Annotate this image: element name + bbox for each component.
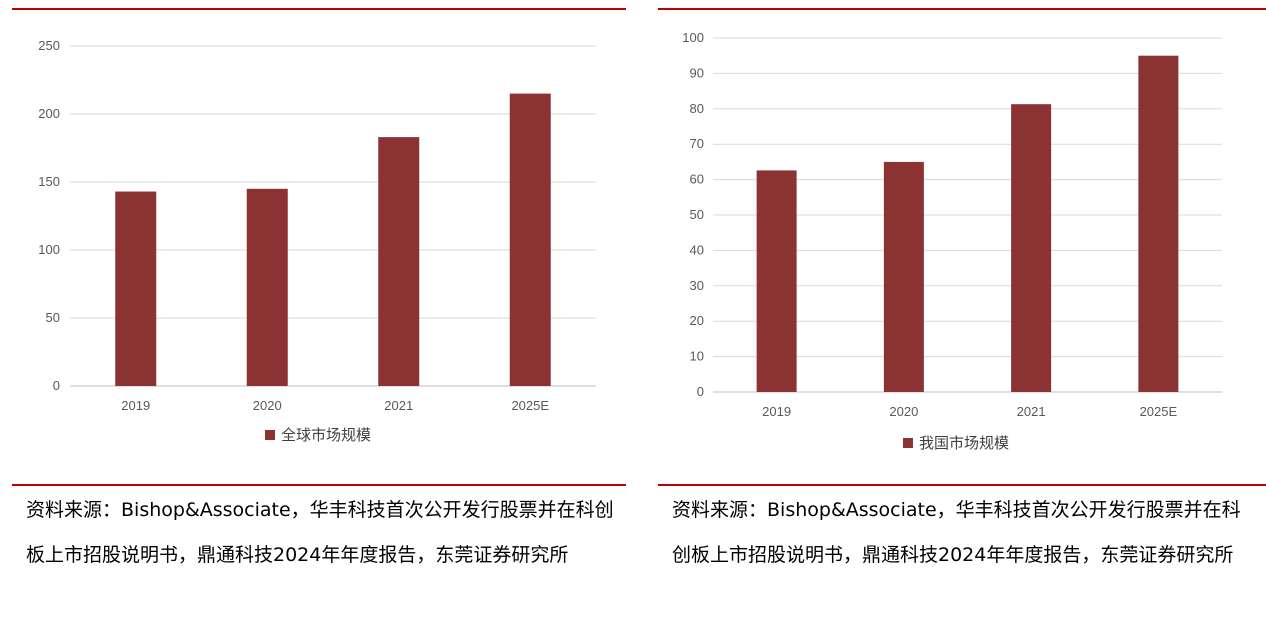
y-tick-label: 30 — [690, 278, 704, 293]
x-tick-label: 2021 — [1017, 404, 1046, 419]
x-tick-label: 2020 — [253, 398, 282, 413]
y-tick-label: 150 — [38, 174, 60, 189]
y-tick-label: 60 — [690, 172, 704, 187]
y-tick-label: 50 — [46, 310, 60, 325]
bar-2025E — [509, 93, 551, 386]
legend-swatch — [265, 430, 275, 440]
global-market-chart: 0 50 100 150 200 250 2019 2020 2021 2025E 全球市场规模 — [38, 38, 596, 444]
y-tick-label: 0 — [53, 378, 60, 393]
y-tick-label: 0 — [697, 384, 704, 399]
bottom-rule — [12, 484, 626, 486]
bar-2025E — [1138, 55, 1179, 392]
bar-2019 — [756, 170, 797, 392]
x-tick-label: 2025E — [1140, 404, 1178, 419]
x-tick-label: 2019 — [762, 404, 791, 419]
x-tick-label: 2019 — [121, 398, 150, 413]
top-rule — [658, 8, 1266, 10]
y-tick-label: 100 — [682, 30, 704, 45]
china-market-chart: 0 10 20 30 40 50 60 70 80 90 100 2019 2020 2021 2025E 我… — [682, 30, 1222, 452]
global-market-panel: 0 50 100 150 200 250 2019 2020 2021 2025E 全球市场规模 资… — [0, 0, 632, 628]
y-tick-label: 90 — [690, 65, 704, 80]
bar-2021 — [378, 137, 420, 386]
y-tick-label: 50 — [690, 207, 704, 222]
y-tick-label: 20 — [690, 313, 704, 328]
bar-2019 — [115, 191, 157, 386]
x-tick-label: 2021 — [384, 398, 413, 413]
y-tick-label: 100 — [38, 242, 60, 257]
y-tick-label: 40 — [690, 242, 704, 257]
y-tick-label: 10 — [690, 349, 704, 364]
y-tick-label: 70 — [690, 136, 704, 151]
x-tick-label: 2025E — [511, 398, 549, 413]
bar-2020 — [883, 161, 924, 392]
bar-2020 — [246, 188, 288, 386]
y-tick-label: 80 — [690, 101, 704, 116]
source-note: 资料来源：Bishop&Associate，华丰科技首次公开发行股票并在科创板上… — [26, 499, 614, 566]
bottom-rule — [658, 484, 1266, 486]
source-note: 资料来源：Bishop&Associate，华丰科技首次公开发行股票并在科创板上… — [672, 499, 1241, 566]
bar-2021 — [1011, 104, 1052, 392]
y-tick-label: 250 — [38, 38, 60, 53]
x-tick-label: 2020 — [889, 404, 918, 419]
china-market-panel: 0 10 20 30 40 50 60 70 80 90 100 2019 2020 2021 2025E 我… — [640, 0, 1266, 628]
legend-swatch — [903, 438, 913, 448]
top-rule — [12, 8, 626, 10]
legend-label: 我国市场规模 — [919, 434, 1009, 452]
y-tick-label: 200 — [38, 106, 60, 121]
legend-label: 全球市场规模 — [281, 426, 371, 444]
